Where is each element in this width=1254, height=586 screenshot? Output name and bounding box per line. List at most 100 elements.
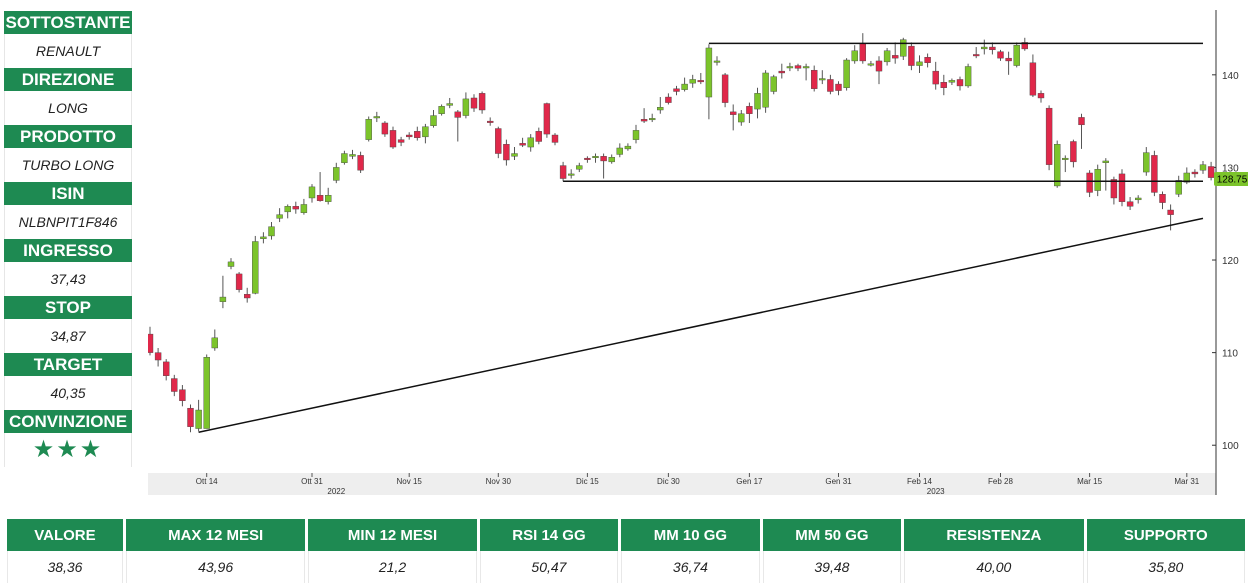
candle: [689, 74, 696, 88]
candle: [243, 287, 251, 303]
candle-body: [454, 111, 461, 118]
x-year-label: 2023: [927, 487, 945, 495]
x-tick-label: Ott 31: [301, 477, 323, 486]
candle: [1207, 161, 1215, 181]
candle: [989, 42, 996, 55]
candle-body: [738, 113, 745, 123]
candle-body: [551, 134, 559, 143]
candle-body: [1118, 173, 1126, 202]
candle-body: [811, 69, 818, 89]
candle-body: [754, 93, 761, 110]
candle: [1159, 191, 1166, 210]
candle: [430, 110, 437, 128]
candle: [721, 72, 729, 108]
candle: [1143, 147, 1150, 176]
candle: [778, 63, 785, 79]
candle: [179, 385, 186, 407]
candle-body: [851, 50, 858, 62]
candle: [1102, 158, 1109, 191]
label-target: TARGET: [4, 353, 132, 376]
candle: [827, 74, 834, 95]
candle-body: [665, 96, 672, 103]
candle-body: [1167, 209, 1174, 215]
candle: [316, 172, 324, 202]
candle-body: [333, 167, 340, 181]
label-direzione: DIREZIONE: [4, 68, 132, 91]
candle: [649, 113, 656, 123]
candle: [527, 134, 534, 152]
candle-body: [478, 93, 486, 111]
candle-body: [721, 74, 729, 103]
candle-body: [1110, 179, 1118, 199]
candle: [940, 74, 947, 96]
candle-body: [1135, 197, 1142, 201]
candle: [357, 151, 364, 173]
value-isin: NLBNPIT1F846: [4, 205, 132, 239]
candle-body: [1094, 169, 1101, 191]
candle: [924, 53, 931, 68]
value-max-12-mesi: 43,96: [125, 551, 306, 583]
candle-body: [292, 206, 300, 210]
candle: [811, 65, 818, 92]
candle: [341, 150, 348, 165]
candle: [1118, 169, 1126, 207]
candle: [875, 56, 883, 85]
candle-body: [584, 157, 591, 160]
candle-body: [495, 128, 502, 154]
candle: [1151, 150, 1158, 197]
candle-body: [503, 144, 510, 161]
y-tick-label: 120: [1222, 256, 1239, 267]
candle-body: [1183, 172, 1191, 183]
value-rsi-14-gg: 50,47: [479, 551, 619, 583]
candle-body: [203, 357, 210, 429]
candle: [1167, 204, 1174, 231]
candle-body: [1207, 166, 1215, 178]
last-price-tag: 128.75: [1214, 171, 1248, 186]
candle-body: [1143, 152, 1150, 173]
value-prodotto: TURBO LONG: [4, 148, 132, 182]
stats-header-row: VALORE MAX 12 MESI MIN 12 MESI RSI 14 GG…: [7, 519, 1245, 551]
candle: [454, 110, 461, 142]
candle: [1135, 195, 1142, 204]
candle-body: [730, 111, 737, 115]
candle: [252, 235, 259, 295]
candle-body: [381, 122, 389, 135]
candle-body: [414, 131, 421, 138]
candle-body: [649, 118, 656, 121]
candle-body: [892, 55, 899, 59]
candle-body: [640, 119, 648, 122]
value-stop: 34,87: [4, 319, 132, 353]
candle-body: [632, 130, 640, 140]
candle-body: [673, 88, 680, 92]
stats-table: VALORE MAX 12 MESI MIN 12 MESI RSI 14 GG…: [4, 519, 1248, 583]
candle-body: [187, 407, 194, 427]
candle-body: [1062, 157, 1069, 160]
candle-body: [616, 147, 623, 155]
candle-body: [511, 153, 518, 157]
candle-body: [1021, 42, 1028, 50]
stats-value-row: 38,36 43,96 21,2 50,47 36,74 39,48 40,00…: [7, 551, 1245, 583]
candle-body: [243, 294, 251, 299]
candle: [900, 37, 907, 61]
candle-body: [300, 204, 308, 213]
candle-body: [1175, 180, 1182, 195]
candle: [154, 347, 162, 367]
x-tick-label: Mar 31: [1174, 477, 1199, 486]
candle-body: [1054, 144, 1061, 187]
candle-body: [981, 46, 988, 50]
candle: [406, 132, 413, 140]
candle-body: [867, 63, 875, 66]
x-tick-label: Nov 15: [397, 477, 423, 486]
candle-body: [276, 214, 283, 219]
candle: [1029, 54, 1037, 98]
price-axis: 100 110 120 130 140: [1212, 71, 1239, 452]
candle-body: [406, 134, 413, 138]
candle-body: [154, 352, 162, 361]
candle-body: [1191, 171, 1199, 175]
candle-body: [260, 236, 267, 239]
candle-body: [697, 80, 704, 83]
candle-body: [1159, 194, 1166, 203]
price-chart: 100 110 120 130 140 Ott 14 Ott 31 Nov 15 Nov 30…: [148, 10, 1248, 495]
last-price-tag-box: [1214, 171, 1248, 186]
candle: [697, 72, 704, 85]
